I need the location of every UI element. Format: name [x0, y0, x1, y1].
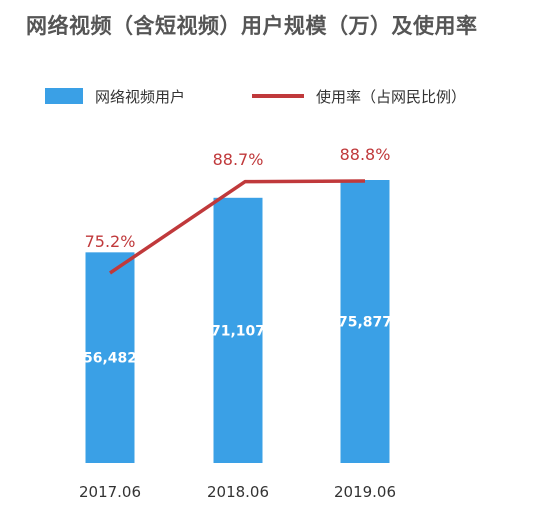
chart-title: 网络视频（含短视频）用户规模（万）及使用率 — [26, 14, 478, 38]
legend-item-rate: 使用率（占网民比例） — [252, 84, 466, 108]
bar-2019.06 — [340, 180, 390, 463]
bar-value-label: 71,107 — [211, 323, 265, 339]
legend-label-rate: 使用率（占网民比例） — [316, 87, 467, 106]
x-tick-label: 2018.06 — [207, 483, 269, 501]
rate-value-label: 75.2% — [85, 232, 136, 251]
rate-value-label: 88.8% — [340, 145, 391, 164]
legend-swatch-rate — [252, 94, 304, 98]
legend-item-users: 网络视频用户 — [45, 84, 185, 108]
legend-label-users: 网络视频用户 — [95, 87, 186, 106]
bar-2017.06 — [85, 252, 135, 463]
x-tick-label: 2019.06 — [334, 483, 396, 501]
bar-value-label: 56,482 — [83, 351, 137, 367]
bar-2018.06 — [213, 197, 263, 463]
rate-value-label: 88.7% — [213, 150, 264, 169]
x-tick-label: 2017.06 — [79, 483, 141, 501]
chart-legend: 网络视频用户 使用率（占网民比例） — [45, 84, 515, 108]
usage-rate-line — [109, 179, 366, 275]
legend-swatch-users — [45, 88, 83, 104]
bar-value-label: 75,877 — [338, 315, 392, 331]
